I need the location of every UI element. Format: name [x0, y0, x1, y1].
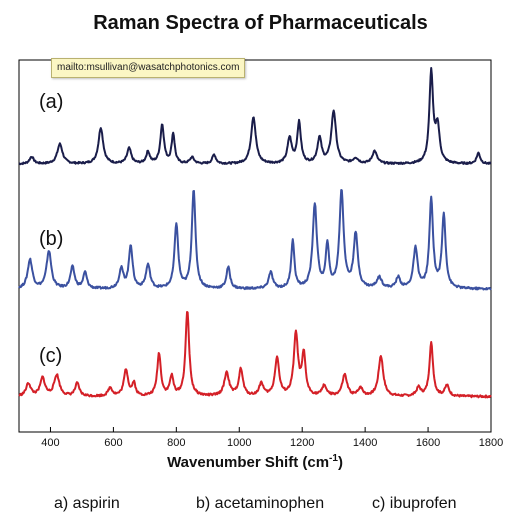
legend-footnote: a) aspirin b) acetaminophen c) ibuprofen: [0, 495, 521, 519]
x-tick-label: 1200: [290, 437, 314, 449]
chart-title: Raman Spectra of Pharmaceuticals: [93, 12, 428, 34]
footnote-ibuprofen: c) ibuprofen: [372, 495, 457, 512]
footnote-aspirin: a) aspirin: [54, 495, 120, 512]
x-tick-label: 800: [167, 437, 185, 449]
series-label: (c): [39, 345, 62, 367]
spectrum-line-a: [18, 67, 492, 166]
x-tick-label: 1400: [353, 437, 377, 449]
x-axis-label-superscript: -1: [329, 453, 338, 464]
footnote-acetaminophen: b) acetaminophen: [196, 495, 325, 512]
spectrum-line-b: [18, 189, 492, 291]
x-tick-label: 1600: [416, 437, 440, 449]
plot-frame: [18, 59, 492, 433]
hover-tooltip: mailto:msullivan@wasatchphotonics.com: [51, 58, 246, 78]
spectrum-line-c: [18, 311, 492, 399]
x-axis-label-text: Wavenumber Shift (cm: [167, 454, 329, 471]
x-tick-label: 1000: [227, 437, 251, 449]
x-axis: 400 600 800 1000 1200 1400 1600 1800: [41, 427, 503, 449]
series-labels: (a) (b) (c): [39, 91, 63, 367]
x-axis-label-suffix: ): [338, 454, 343, 471]
x-tick-label: 400: [41, 437, 59, 449]
x-axis-label: Wavenumber Shift (cm-1): [167, 453, 343, 471]
series-label: (a): [39, 91, 63, 113]
raman-chart: 400 600 800 1000 1200 1400 1600 1800 (a)(b)(c) …: [18, 59, 503, 471]
x-tick-label: 1800: [479, 437, 503, 449]
spectra-group: [18, 67, 492, 399]
series-label: (b): [39, 228, 63, 250]
x-tick-label: 600: [104, 437, 122, 449]
